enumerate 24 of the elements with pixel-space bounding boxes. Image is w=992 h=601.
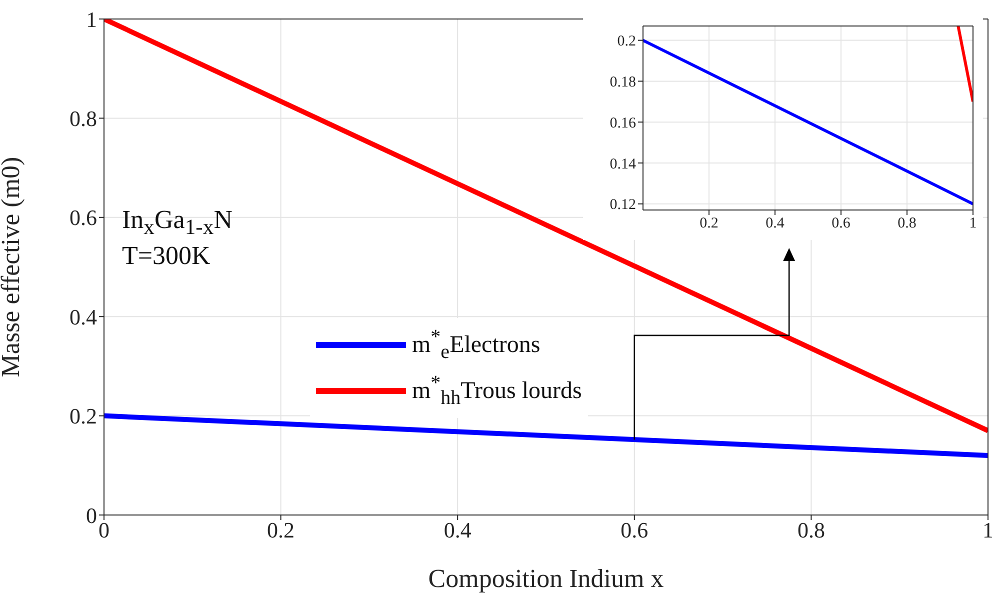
x-tick-label: 0.2 xyxy=(267,518,295,543)
annotation: In$_{x}$Ga$_{1-x}$N xyxy=(122,205,232,240)
y-tick-label: 0.2 xyxy=(617,34,636,50)
y-tick-label: 0.12 xyxy=(610,197,636,214)
y-tick-label: 0.2 xyxy=(70,404,97,429)
legend-label: m$^{*}$$_{hh}$Trous lourds xyxy=(412,372,582,410)
y-tick-label: 0.8 xyxy=(70,106,97,132)
y-tick-label: 0.16 xyxy=(610,115,636,132)
y-axis-title: Masse effective (m0) xyxy=(0,156,26,378)
x-tick-label: 1 xyxy=(982,518,992,543)
x-tick-label: 0.6 xyxy=(832,216,851,232)
x-tick-label: 0.8 xyxy=(797,518,825,543)
x-tick-label: 0.8 xyxy=(898,216,916,232)
legend-label: m$^{*}$$_{e}$Electrons xyxy=(412,326,540,364)
y-tick-label: 0.4 xyxy=(70,304,97,330)
x-tick-label: 0.4 xyxy=(766,216,785,232)
x-tick-label: 0.2 xyxy=(700,216,718,232)
x-tick-label: 0.4 xyxy=(444,518,472,543)
x-axis-title: Composition Indium x xyxy=(428,564,664,593)
annotation: T=300K xyxy=(122,241,210,270)
y-tick-label: 0.18 xyxy=(610,74,636,91)
y-tick-label: 1 xyxy=(86,6,97,32)
x-tick-label: 1 xyxy=(969,216,977,232)
y-tick-label: 0.14 xyxy=(610,156,636,172)
